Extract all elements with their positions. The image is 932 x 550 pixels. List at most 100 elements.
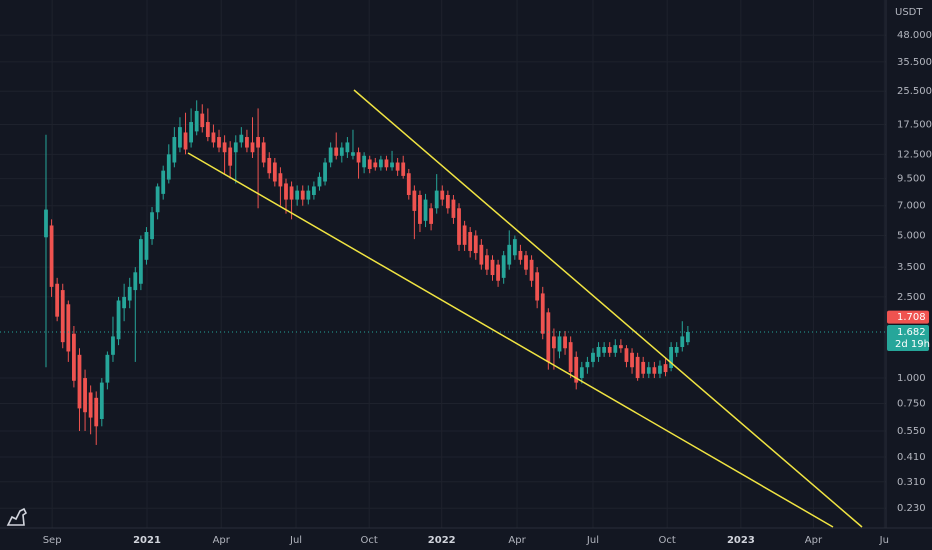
candle-body	[607, 347, 612, 353]
candle-body	[272, 162, 277, 182]
candle-body	[635, 356, 640, 379]
candle-body	[406, 173, 411, 195]
candle-body	[166, 154, 171, 180]
candle-body	[362, 155, 367, 168]
x-tick-label: 2022	[428, 535, 456, 546]
candle-body	[680, 336, 685, 348]
candle-body	[624, 348, 629, 362]
candle-body	[144, 232, 149, 260]
candle-body	[49, 225, 54, 287]
candle-body	[111, 336, 115, 355]
candle-body	[462, 225, 467, 245]
unit-label: USDT	[895, 7, 923, 18]
candle-body	[524, 255, 528, 270]
x-tick-label: Apr	[805, 535, 823, 546]
candle-body	[289, 186, 294, 200]
x-tick-label: Oct	[361, 535, 378, 546]
candle-body	[60, 290, 65, 343]
candle-body	[205, 122, 210, 138]
candle-body	[155, 186, 160, 213]
candle-body	[88, 392, 93, 418]
x-tick-label: Apr	[213, 535, 231, 546]
candle-body	[367, 159, 372, 169]
candle-body	[646, 367, 651, 374]
candle-body	[99, 382, 104, 419]
y-tick-label: 35.500	[897, 57, 932, 68]
x-tick-label: Oct	[659, 535, 676, 546]
candle-body	[395, 162, 400, 171]
candle-body	[579, 367, 584, 379]
candle-body	[122, 296, 127, 309]
candle-body	[445, 194, 450, 209]
candle-body	[563, 336, 567, 349]
x-tick-label: Jul	[586, 535, 599, 546]
y-tick-label: 0.750	[897, 399, 926, 410]
x-tick-label: Jul	[289, 535, 302, 546]
candle-body	[496, 264, 500, 281]
y-tick-label: 3.500	[897, 262, 926, 273]
candle-body	[630, 352, 634, 368]
candle-body	[540, 293, 545, 334]
candle-body	[189, 122, 194, 143]
candle-body	[535, 272, 540, 301]
y-tick-label: 17.500	[897, 120, 932, 131]
candle-body	[105, 354, 110, 383]
candle-body	[557, 336, 562, 352]
candle-body	[239, 134, 244, 143]
trend-line-lower	[187, 152, 834, 528]
candle-body	[94, 397, 99, 427]
y-tick-label: 0.410	[897, 452, 926, 463]
candle-body	[55, 283, 60, 317]
x-tick-label: Sep	[43, 535, 62, 546]
axes: 48.000 35.500 25.500 17.500 12.500 9.500 7.000…	[43, 30, 932, 546]
candle-body	[116, 300, 121, 340]
countdown-label: 2d 19h	[895, 339, 930, 350]
candle-body	[161, 170, 166, 194]
candle-body	[485, 255, 489, 270]
candle-body	[339, 147, 344, 156]
y-tick-label: 12.500	[897, 149, 932, 160]
candle-body	[669, 347, 674, 369]
trend-line-upper	[353, 89, 863, 528]
candle-body	[378, 159, 383, 168]
candle-body	[585, 361, 590, 368]
candle-body	[518, 250, 523, 260]
candle-body	[574, 356, 579, 383]
y-tick-label: 48.000	[897, 30, 932, 41]
candle-body	[178, 127, 182, 148]
candle-body	[451, 199, 456, 218]
y-tick-label: 7.000	[897, 201, 926, 212]
candle-body	[652, 367, 657, 374]
candle-body	[138, 239, 143, 284]
candle-body	[440, 190, 445, 200]
candle-body	[278, 173, 283, 187]
candle-body	[200, 113, 205, 128]
candle-body	[300, 190, 305, 200]
candle-body	[250, 142, 255, 153]
candle-body	[317, 176, 322, 187]
candle-body	[328, 147, 333, 163]
candle-body	[552, 336, 556, 349]
candle-body	[412, 190, 417, 211]
candle-body	[618, 345, 623, 349]
candle-body	[490, 259, 495, 276]
candle-body	[306, 190, 311, 200]
candle-body	[150, 212, 154, 240]
candle-body	[501, 255, 506, 278]
candle-body	[423, 199, 428, 221]
candle-body	[66, 304, 71, 352]
candle-body	[568, 342, 573, 373]
candle-body	[323, 162, 327, 182]
candle-body	[261, 142, 266, 163]
y-tick-label: 0.310	[897, 477, 926, 488]
y-tick-label: 1.000	[897, 373, 926, 384]
candle-body	[133, 272, 138, 291]
candle-body	[613, 345, 618, 353]
candle-body	[685, 332, 690, 343]
candle-body	[44, 209, 48, 238]
candle-body	[596, 347, 601, 357]
candle-body	[429, 208, 434, 224]
candle-body	[663, 364, 668, 373]
candle-body	[345, 142, 350, 153]
